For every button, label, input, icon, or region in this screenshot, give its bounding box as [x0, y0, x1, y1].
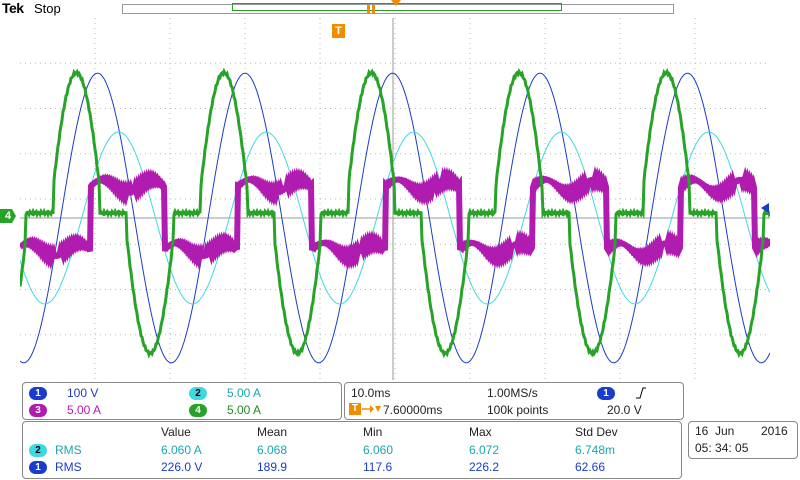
meas-row2-std: 62.66 [575, 460, 606, 474]
ch4-ground-marker[interactable]: 4 [0, 209, 16, 223]
top-status-bar: Tek Stop [0, 0, 800, 18]
timebase-panel: 10.0ms 1.00MS/s 1 T 7.60000ms 100k point… [344, 382, 684, 420]
waveform-display[interactable] [20, 18, 770, 380]
meas-row2-value: 226.0 V [161, 460, 203, 474]
ch3-badge[interactable]: 3 [29, 404, 47, 417]
record-overview-bar[interactable] [122, 4, 674, 14]
date-day: 16 [695, 424, 709, 438]
trigger-source-badge[interactable]: 1 [597, 387, 615, 400]
sample-rate: 1.00MS/s [487, 386, 538, 400]
ch1-scale[interactable]: 100 V [67, 386, 99, 400]
meas-row1-ch-badge: 2 [29, 444, 47, 457]
trigger-pointer-icon [391, 0, 401, 6]
meas-row2-mean: 189.9 [257, 460, 288, 474]
ch4-scale[interactable]: 5.00 A [227, 403, 262, 417]
meas-row1-std: 6.748m [575, 443, 616, 457]
time-of-day: 05: 34: 05 [695, 441, 749, 455]
time-per-div[interactable]: 10.0ms [351, 386, 391, 400]
trigger-level[interactable]: 20.0 V [607, 403, 642, 417]
measurements-panel: Value Mean Min Max Std Dev 2 RMS 6.060 A… [22, 421, 682, 479]
ch1-badge[interactable]: 1 [29, 387, 47, 400]
record-length[interactable]: 100k points [487, 403, 549, 417]
meas-row1-mean: 6.068 [257, 443, 288, 457]
meas-header-value: Value [161, 425, 191, 439]
trigger-level-arrow-icon[interactable] [761, 203, 769, 213]
delay-arrow-icon [362, 405, 381, 413]
meas-row1-type[interactable]: RMS [55, 443, 82, 457]
meas-header-max: Max [469, 425, 492, 439]
meas-row1-max: 6.072 [469, 443, 500, 457]
meas-row2-max: 226.2 [469, 460, 500, 474]
trigger-delay-icon: T [349, 403, 361, 415]
trigger-position-icon [367, 5, 375, 13]
meas-header-std: Std Dev [575, 425, 618, 439]
ch3-scale[interactable]: 5.00 A [67, 403, 102, 417]
meas-row1-value: 6.060 A [161, 443, 202, 457]
datetime-panel: 16 Jun 2016 05: 34: 05 [688, 421, 798, 459]
ch4-trace [20, 67, 770, 359]
date-month: Jun [715, 424, 735, 438]
ch4-badge[interactable]: 4 [189, 404, 207, 417]
meas-row2-ch-badge: 1 [29, 461, 47, 474]
brand-logo: Tek [2, 0, 24, 16]
ch2-badge[interactable]: 2 [189, 387, 207, 400]
meas-row2-min: 117.6 [363, 460, 393, 474]
date-year: 2016 [761, 424, 788, 438]
channel-settings-panel: 1 100 V 2 5.00 A 3 5.00 A 4 5.00 A [22, 382, 342, 420]
trigger-marker[interactable]: T [332, 24, 345, 38]
rising-edge-icon[interactable] [635, 387, 647, 399]
meas-row1-min: 6.060 [363, 443, 394, 457]
meas-row2-type[interactable]: RMS [55, 460, 82, 474]
run-state[interactable]: Stop [34, 1, 61, 16]
ch2-scale[interactable]: 5.00 A [227, 386, 262, 400]
meas-header-min: Min [363, 425, 383, 439]
meas-header-mean: Mean [257, 425, 288, 439]
trigger-delay[interactable]: 7.60000ms [383, 403, 443, 417]
